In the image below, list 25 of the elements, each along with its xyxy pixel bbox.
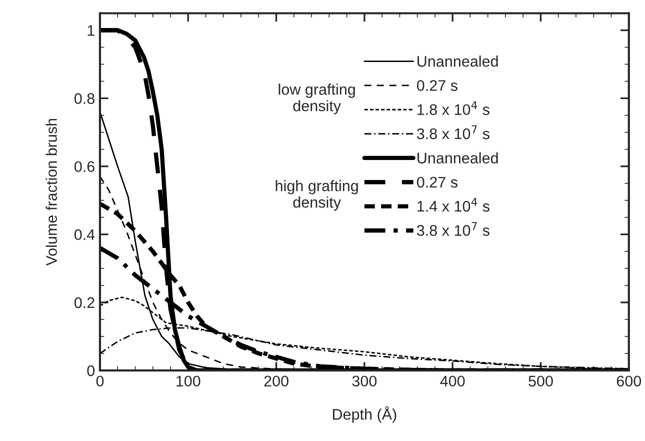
y-tick-label: 0.6 xyxy=(74,161,94,172)
y-tick-label: 0.8 xyxy=(74,93,94,104)
legend-label: 1.8 x 10$^{4}$ s xyxy=(418,101,490,116)
x-tick-label: 300 xyxy=(352,376,377,387)
x-axis-title: Depth (Å) xyxy=(332,406,396,423)
legend-label: 1.4 x 10$^{4}$ s xyxy=(418,198,490,212)
annotation: low grafting density xyxy=(278,84,355,114)
annotation: high grafting density xyxy=(276,180,358,211)
y-tick-label: 1 xyxy=(88,25,94,36)
legend-label: Unannealed xyxy=(418,56,498,67)
legend-label: 0.27 s xyxy=(416,176,458,188)
x-tick-label: 0 xyxy=(96,376,104,387)
legend-label: 3.8 x 10$^{7}$ s xyxy=(416,222,490,236)
y-tick-label: 0.2 xyxy=(74,297,94,308)
x-tick-label: 100 xyxy=(176,376,200,387)
y-tick-label: 0 xyxy=(87,365,95,376)
legend-label: 0.27 s xyxy=(416,80,458,91)
y-axis-title: Volume fraction brush xyxy=(46,118,57,266)
x-tick-label: 500 xyxy=(528,376,553,387)
x-tick-label: 200 xyxy=(264,376,288,387)
x-tick-label: 400 xyxy=(440,376,465,387)
x-tick-label: 600 xyxy=(616,376,642,387)
legend-label: 3.8 x 10$^{7}$ s xyxy=(416,125,490,140)
legend-label: Unannealed xyxy=(418,152,498,164)
y-tick-label: 0.4 xyxy=(74,229,95,240)
